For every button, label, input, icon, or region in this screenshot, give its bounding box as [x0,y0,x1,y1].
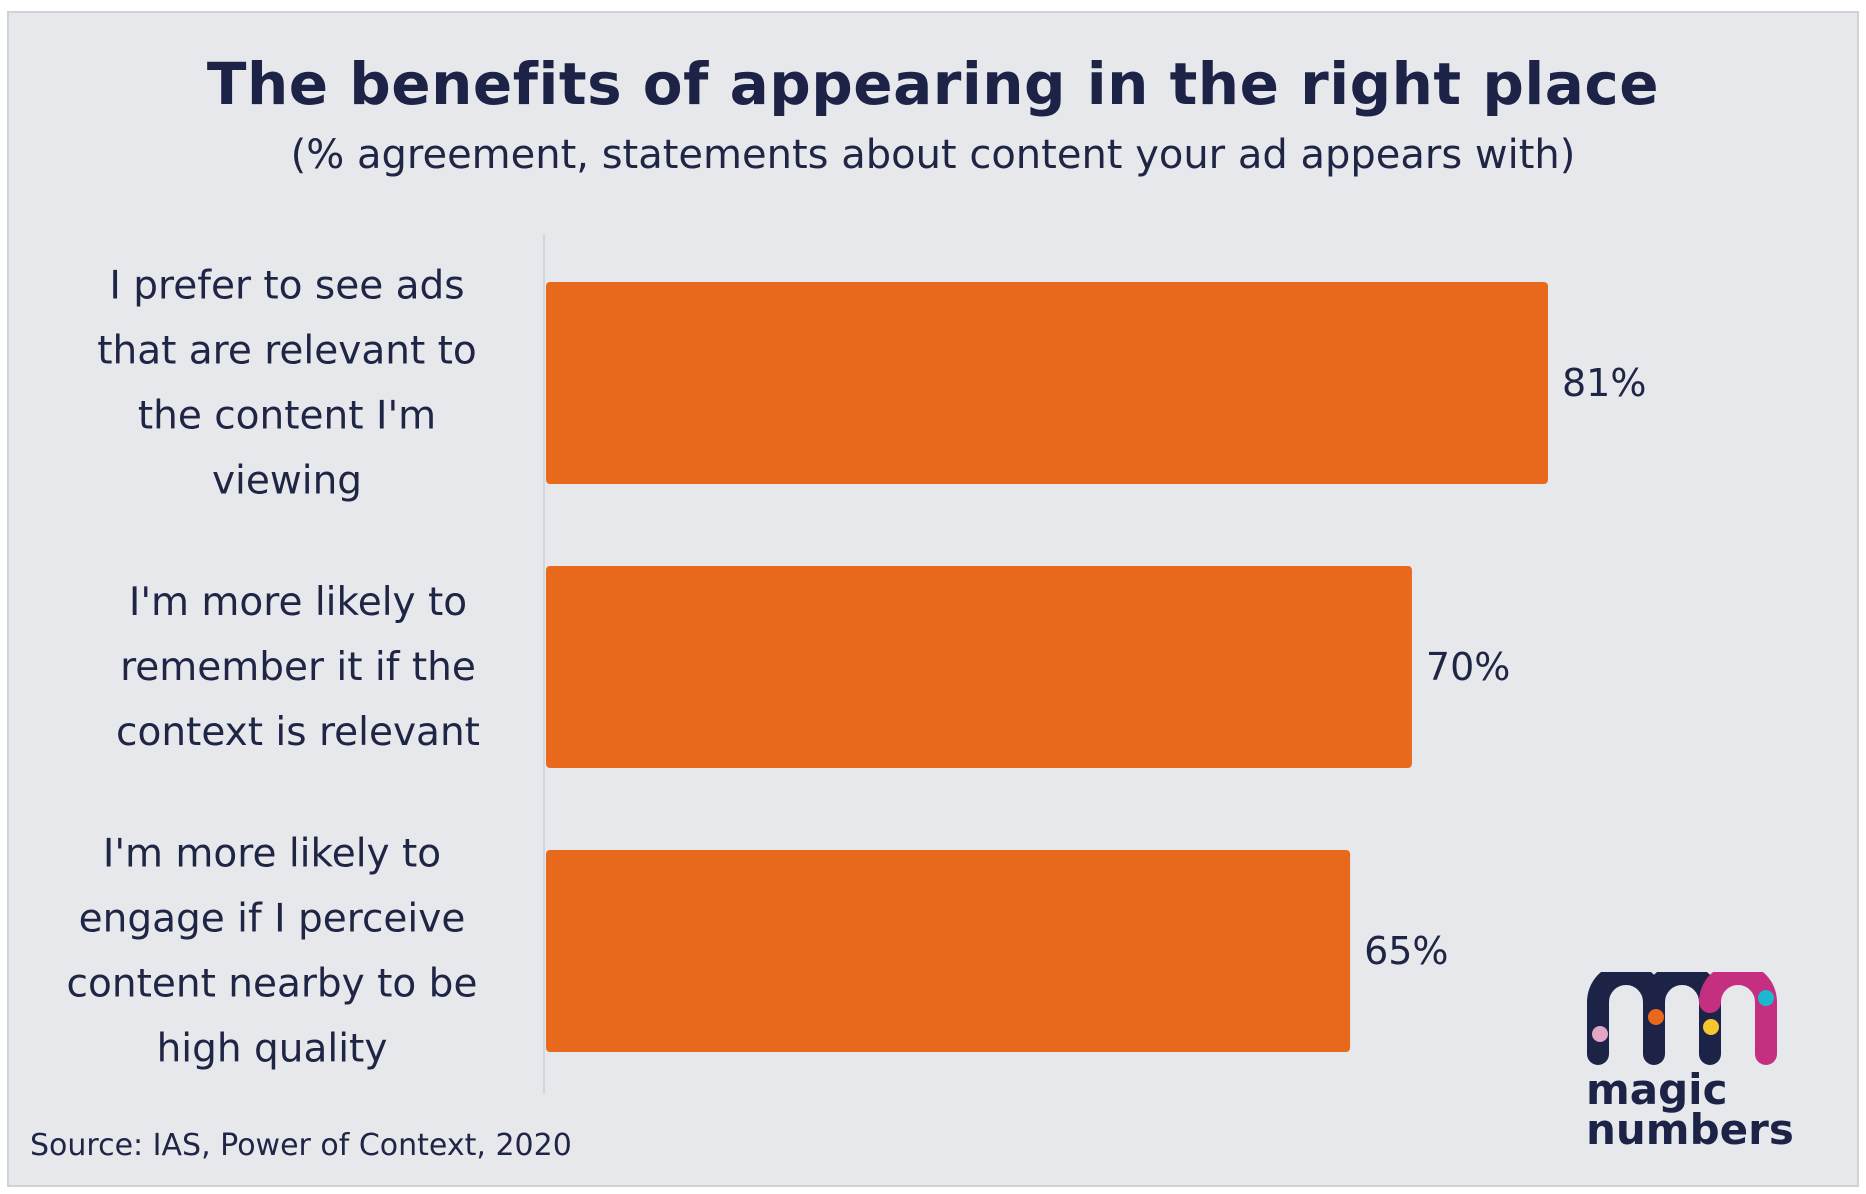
value-label-2: 70% [1426,645,1510,689]
category-label-line: the content I'm [138,394,436,439]
chart-title: The benefits of appearing in the right p… [206,50,1660,118]
category-label-2: I'm more likely to remember it if the cont… [116,580,480,755]
category-label-line: remember it if the [120,645,476,690]
category-label-line: context is relevant [116,710,480,755]
source-note: Source: IAS, Power of Context, 2020 [30,1128,572,1163]
category-label-line: I prefer to see ads [109,264,464,309]
magic-numbers-logo-icon [1587,972,1777,1065]
category-label-line: content nearby to be [67,962,478,1007]
bar-3 [546,850,1351,1052]
category-label-line: that are relevant to [97,329,477,374]
value-label-3: 65% [1364,929,1448,973]
logo-dot-yellow [1703,1019,1719,1035]
logo-text-numbers: numbers [1586,1105,1794,1154]
category-label-1: I prefer to see ads that are relevant to t… [97,264,477,504]
category-label-line: high quality [157,1027,388,1072]
bar-2 [546,566,1412,768]
category-label-line: I'm more likely to [129,580,467,625]
category-label-line: viewing [212,459,362,504]
category-label-line: engage if I perceive [79,897,466,942]
logo-dot-cyan [1758,990,1774,1006]
chart-subtitle: (% agreement, statements about content y… [290,132,1576,178]
category-label-line: I'm more likely to [103,832,441,877]
logo-dot-orange [1648,1009,1664,1025]
value-label-1: 81% [1562,361,1646,405]
logo-dot-pink [1592,1026,1608,1042]
bar-1 [546,282,1548,484]
category-label-3: I'm more likely to engage if I perceive co… [67,832,478,1072]
logo-text-magic: magic [1586,1065,1728,1114]
